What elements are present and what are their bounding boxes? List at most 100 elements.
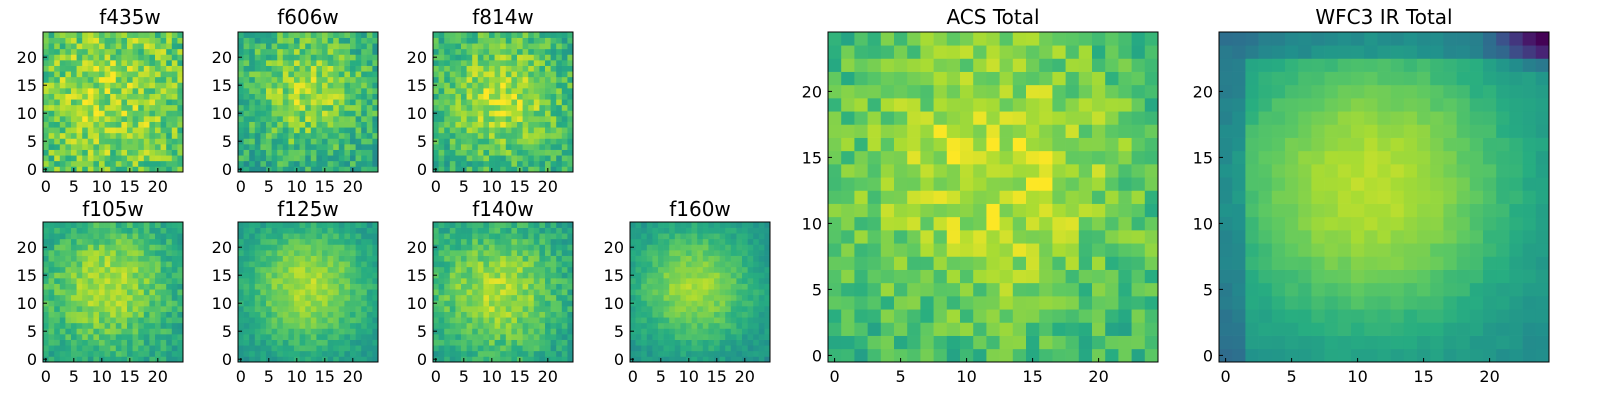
heatmap-cell (505, 317, 512, 324)
heatmap-cell (249, 317, 256, 324)
heatmap-cell (483, 88, 490, 94)
heatmap-cell (310, 345, 317, 352)
heatmap-cell (299, 345, 306, 352)
heatmap-cell (854, 190, 868, 204)
heatmap-cell (686, 322, 692, 329)
heatmap-cell (1012, 296, 1027, 310)
heatmap-cell (742, 272, 748, 279)
heatmap-cell (104, 306, 111, 312)
heatmap-cell (372, 306, 379, 312)
heatmap-cell (505, 104, 512, 111)
heatmap-cell (48, 110, 55, 117)
heatmap-cell (127, 306, 133, 312)
heatmap-cell (115, 160, 122, 167)
heatmap-cell (461, 149, 467, 156)
heatmap-cell (960, 282, 974, 297)
heatmap-cell (1078, 137, 1093, 152)
heatmap-cell (355, 266, 362, 273)
heatmap-cell (674, 294, 681, 301)
heatmap-cell (155, 328, 161, 335)
heatmap-cell (143, 54, 150, 61)
heatmap-cell (54, 82, 61, 89)
heatmap-cell (1012, 243, 1027, 257)
heatmap-cell (1012, 322, 1027, 336)
heatmap-cell (361, 48, 368, 55)
heatmap-cell (155, 71, 161, 78)
heatmap-cell (322, 88, 328, 94)
heatmap-cell (99, 138, 105, 145)
heatmap-cell (76, 132, 83, 139)
heatmap-cell (455, 65, 462, 72)
heatmap-cell (166, 60, 173, 66)
heatmap-cell (528, 160, 535, 167)
heatmap-cell (680, 266, 687, 273)
heatmap-cell (517, 160, 523, 167)
heatmap-cell (138, 60, 145, 66)
heatmap-cell (483, 350, 490, 357)
heatmap-cell (288, 71, 295, 78)
heatmap-cell (166, 222, 173, 228)
heatmap-cell (110, 300, 117, 307)
heatmap-cell (730, 334, 737, 340)
heatmap-cell (880, 256, 895, 270)
heatmap-cell (730, 289, 737, 296)
heatmap-cell (99, 222, 105, 228)
heatmap-cell (59, 300, 66, 307)
heatmap-cell (725, 250, 732, 256)
heatmap-cell (438, 238, 445, 245)
heatmap-cell (121, 160, 128, 167)
heatmap-cell (327, 149, 334, 156)
heatmap-cell (455, 116, 462, 122)
heatmap-cell (438, 334, 445, 340)
heatmap-cell (104, 99, 111, 106)
heatmap-cell (366, 250, 373, 256)
x-ticks-f814w: 0 5 10 15 20 (431, 168, 558, 196)
heatmap-cell (1012, 203, 1027, 218)
heatmap-cell (933, 124, 948, 138)
heatmap-cell (282, 317, 289, 324)
heatmap-cell (500, 121, 507, 128)
heatmap-cell (54, 289, 61, 296)
heatmap-cell (372, 266, 379, 273)
heatmap-cell (76, 255, 83, 262)
heatmap-cell (277, 311, 284, 318)
x-tick-label: 5 (264, 177, 274, 196)
heatmap-cell (271, 328, 278, 335)
heatmap-cell (483, 93, 490, 100)
heatmap-cell (294, 227, 300, 234)
heatmap-cell (697, 283, 704, 290)
heatmap-cell (372, 132, 379, 139)
heatmap-cell (160, 261, 167, 268)
heatmap-cell (449, 294, 456, 301)
heatmap-cell (444, 82, 451, 89)
heatmap-cell (338, 37, 345, 44)
heatmap-cell (630, 317, 636, 324)
heatmap-cell (338, 250, 345, 256)
heatmap-cell (489, 65, 495, 72)
heatmap-cell (305, 99, 312, 106)
heatmap-cell (338, 294, 345, 301)
heatmap-cell (249, 149, 256, 156)
heatmap-cell (355, 149, 362, 156)
heatmap-cell (43, 155, 49, 162)
heatmap-cell (48, 88, 55, 94)
heatmap-cell (455, 76, 462, 83)
heatmap-cell (160, 88, 167, 94)
heatmap-cell (110, 116, 117, 122)
heatmap-cell (366, 306, 373, 312)
heatmap-cell (350, 60, 356, 66)
heatmap-cell (338, 322, 345, 329)
heatmap-cell (322, 278, 328, 284)
heatmap-cell (254, 54, 261, 61)
heatmap-cell (282, 71, 289, 78)
heatmap-cell (249, 88, 256, 94)
heatmap-cell (630, 334, 636, 340)
heatmap-cell (635, 261, 642, 268)
heatmap-cell (686, 294, 692, 301)
heatmap-cell (561, 250, 568, 256)
heatmap-cell (160, 116, 167, 122)
heatmap-cell (71, 339, 77, 346)
heatmap-cell (725, 278, 732, 284)
heatmap-cell (449, 160, 456, 167)
heatmap-cell (511, 328, 518, 335)
